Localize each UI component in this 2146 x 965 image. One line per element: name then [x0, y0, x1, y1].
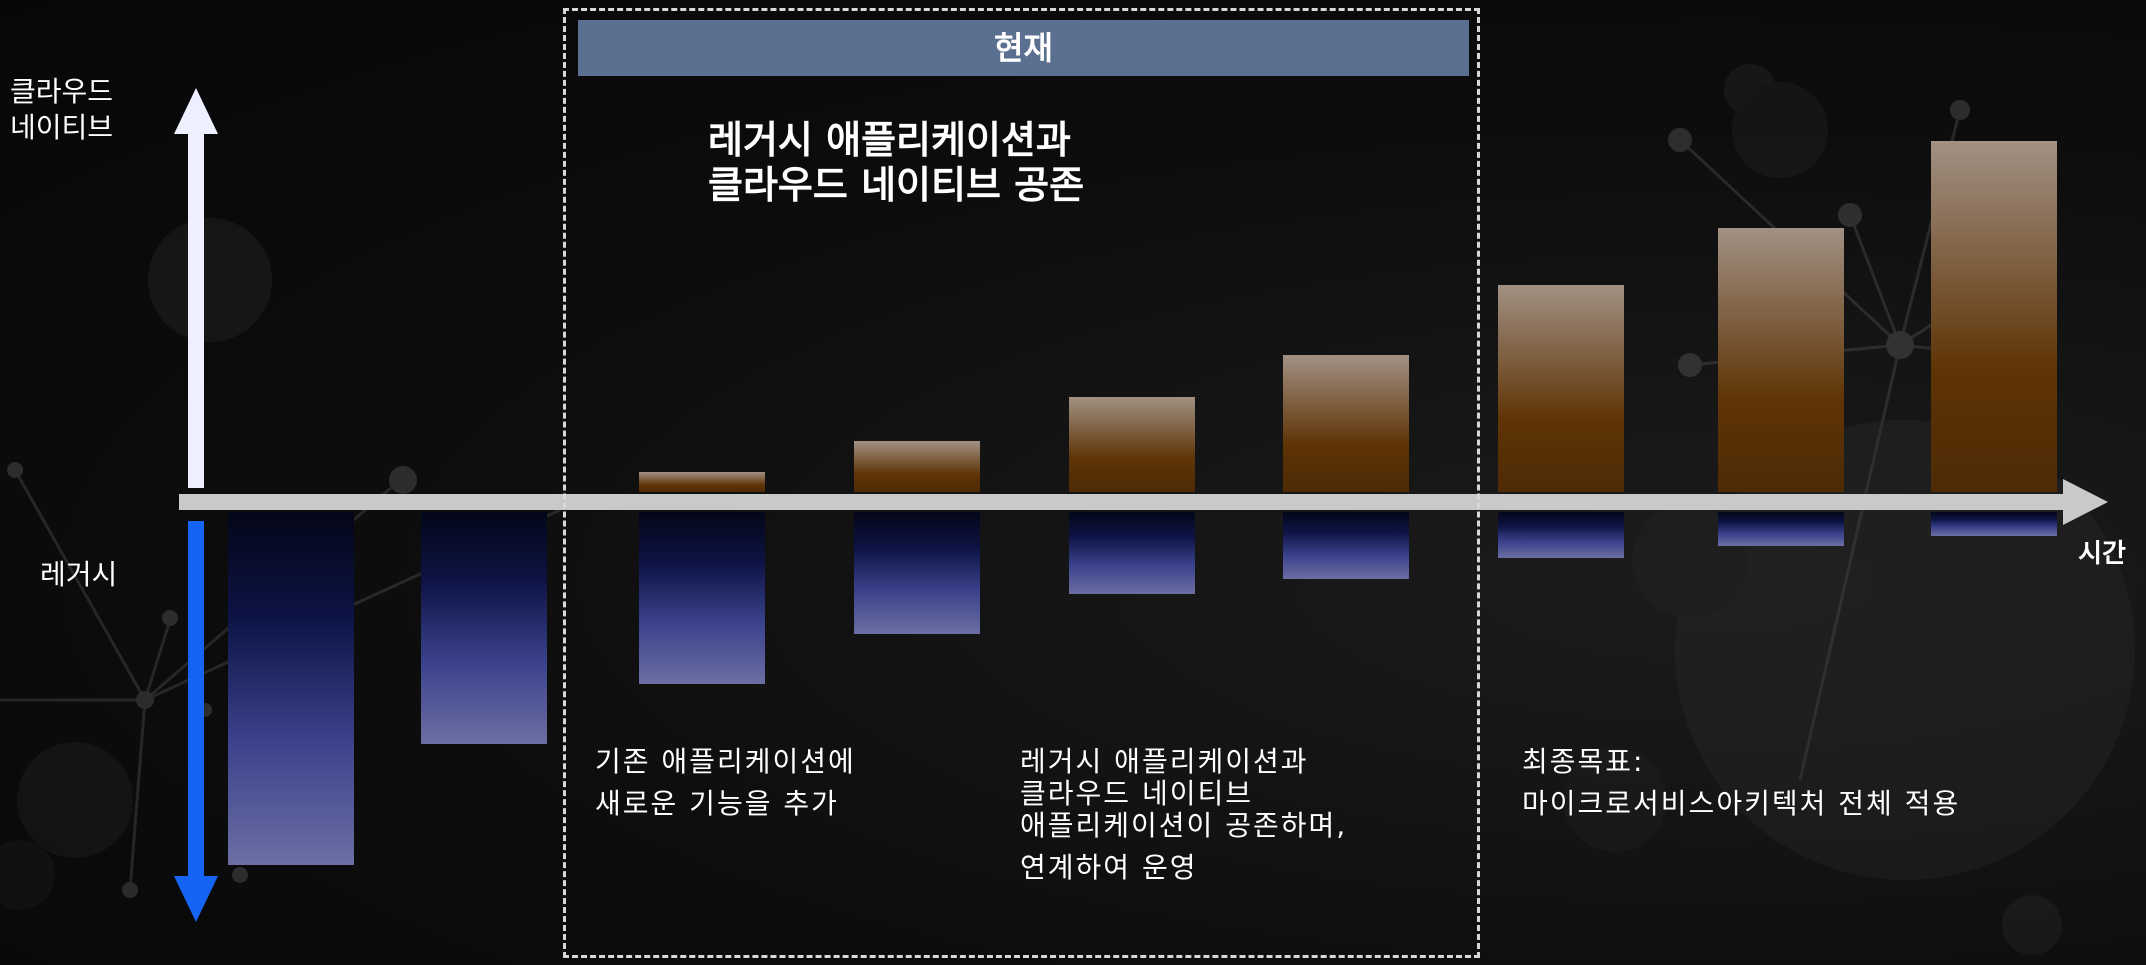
- description-line: 새로운 기능을 추가: [595, 787, 839, 820]
- description-line: 최종목표:: [1522, 745, 1645, 778]
- description-line: 연계하여 운영: [1020, 851, 1198, 884]
- cloud-native-label: 클라우드 네이티브: [10, 74, 113, 146]
- description-final-goal: 최종목표: 마이크로서비스아키텍처 전체 적용: [1522, 746, 1960, 820]
- headline-line2: 클라우드 네이티브 공존: [708, 163, 1085, 207]
- description-line: 레거시 애플리케이션과: [1020, 745, 1309, 778]
- legacy-bar: [1718, 512, 1844, 546]
- description-line: 마이크로서비스아키텍처 전체 적용: [1522, 787, 1961, 820]
- cloud-native-bar: [1718, 228, 1844, 492]
- cloud-native-bar: [854, 441, 980, 492]
- cloud-native-label-line1: 클라우드: [10, 75, 114, 108]
- legacy-bar: [421, 512, 547, 744]
- cloud-native-label-line2: 네이티브: [10, 111, 114, 144]
- description-line: 애플리케이션이 공존하며,: [1020, 809, 1348, 842]
- description-coexistence: 레거시 애플리케이션과 클라우드 네이티브 애플리케이션이 공존하며, 연계하여…: [1020, 746, 1347, 884]
- current-section-headline: 레거시 애플리케이션과 클라우드 네이티브 공존: [708, 118, 1268, 208]
- cloud-native-bar: [1069, 397, 1195, 492]
- legacy-bar: [1069, 512, 1195, 594]
- cloud-native-arrow: [174, 88, 218, 488]
- cloud-native-bar: [1498, 285, 1624, 492]
- legacy-arrow: [174, 521, 218, 922]
- legacy-bar: [228, 512, 354, 865]
- legacy-bar: [639, 512, 765, 684]
- cloud-native-bar: [1283, 355, 1409, 492]
- cloud-native-bar: [1931, 141, 2057, 492]
- time-axis-label: 시간: [2078, 539, 2126, 569]
- legacy-label: 레거시: [40, 558, 118, 591]
- time-axis-arrow: [179, 479, 2108, 525]
- headline-line1: 레거시 애플리케이션과: [708, 118, 1071, 162]
- description-line: 클라우드 네이티브: [1020, 777, 1253, 810]
- legacy-bar: [1283, 512, 1409, 579]
- current-section-header: 현재: [578, 20, 1469, 76]
- bar-group: [228, 141, 2057, 865]
- legacy-bar: [1498, 512, 1624, 558]
- legacy-bar: [1931, 512, 2057, 536]
- current-section-frame: [563, 8, 1480, 958]
- description-line: 기존 애플리케이션에: [595, 745, 856, 778]
- legacy-bar: [854, 512, 980, 634]
- description-add-features: 기존 애플리케이션에 새로운 기능을 추가: [595, 746, 856, 820]
- cloud-native-bar: [639, 472, 765, 492]
